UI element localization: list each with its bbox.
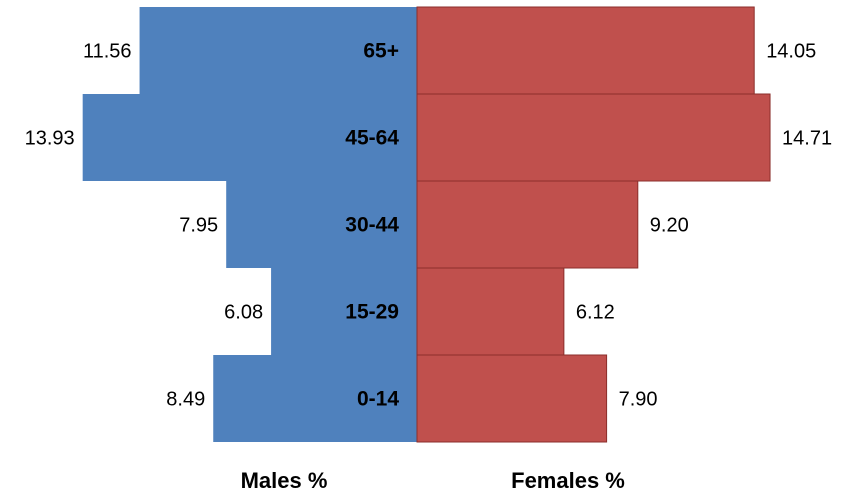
female-bar-15-29: [416, 267, 565, 356]
female-value-label-15-29: 6.12: [576, 302, 615, 324]
female-value-label-30-44: 9.20: [650, 215, 689, 237]
male-value-label-65+: 11.56: [83, 41, 132, 63]
axis-title-males: Males %: [241, 468, 328, 493]
male-value-label-15-29: 6.08: [224, 302, 263, 324]
female-value-label-45-64: 14.71: [782, 128, 832, 150]
category-label-0-14: 0-14: [357, 388, 399, 411]
category-label-45-64: 45-64: [345, 127, 399, 150]
female-bar-65+: [416, 6, 755, 95]
labels-layer: 8.49 7.90 0-14 6.08 6.12 15-29 7.95 9.20 30-44 13…: [25, 40, 832, 411]
category-label-65+: 65+: [363, 40, 399, 63]
male-bar-15-29: [271, 268, 417, 355]
male-value-label-30-44: 7.95: [179, 215, 218, 237]
male-bar-45-64: [82, 94, 418, 181]
female-value-label-65+: 14.05: [766, 41, 816, 63]
female-bar-45-64: [416, 93, 771, 182]
male-value-label-0-14: 8.49: [166, 389, 205, 411]
male-bar-30-44: [226, 181, 417, 268]
male-bar-65+: [139, 7, 417, 94]
axis-title-females: Females %: [511, 468, 625, 493]
bars-layer: [82, 6, 771, 443]
female-bar-30-44: [416, 180, 639, 269]
male-bar-0-14: [213, 355, 417, 442]
female-bar-0-14: [416, 354, 608, 443]
female-value-label-0-14: 7.90: [619, 389, 658, 411]
category-label-30-44: 30-44: [345, 214, 399, 237]
category-label-15-29: 15-29: [345, 301, 399, 324]
male-value-label-45-64: 13.93: [25, 128, 75, 150]
